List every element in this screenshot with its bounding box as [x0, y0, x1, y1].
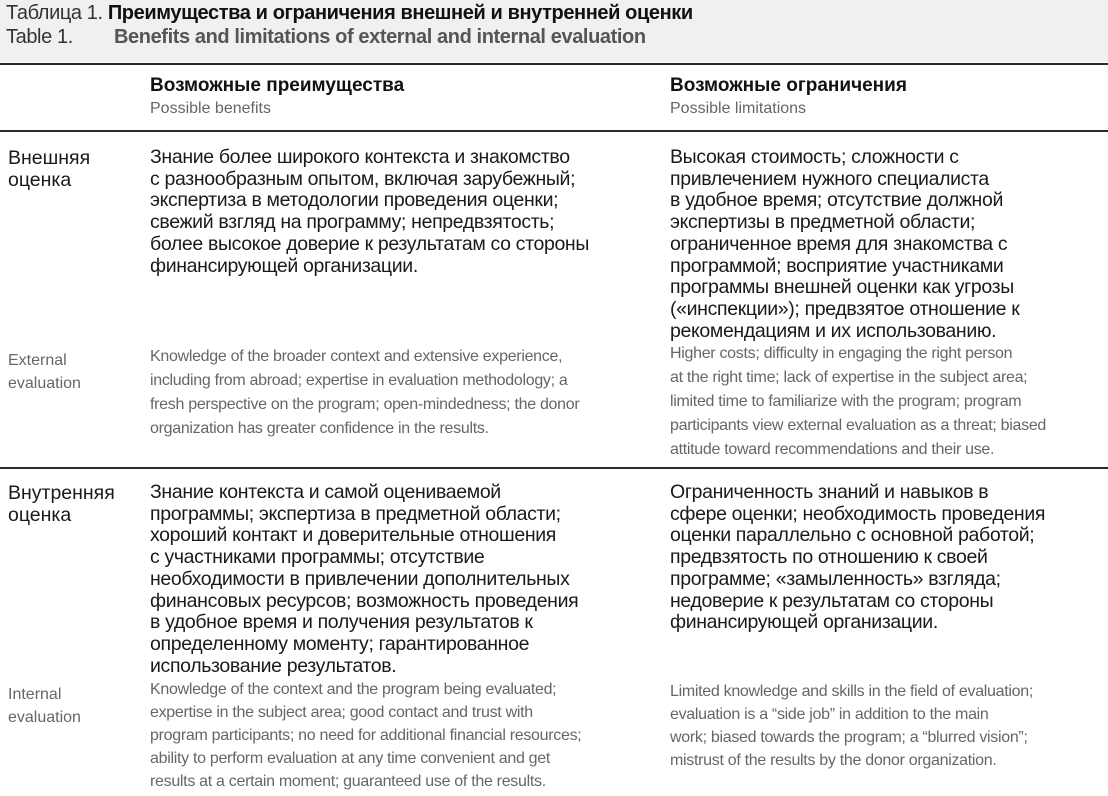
text-line: fresh perspective on the program; open-m…: [150, 396, 580, 413]
divider: [0, 130, 1108, 132]
text-line: evaluation: [8, 375, 81, 392]
text-line: оценки параллельно с основной работой;: [670, 524, 1035, 547]
header-benefits-en: Possible benefits: [150, 100, 271, 117]
caption-ru-label: Таблица 1.: [6, 2, 108, 24]
text-line: программе; «замыленность» взгляда;: [670, 567, 1001, 590]
text-line: финансирующей организации.: [150, 254, 418, 277]
text-line: evaluation is a “side job” in addition t…: [670, 706, 989, 723]
limitations-ru: Ограниченность знаний и навыков в сфере о…: [670, 481, 1046, 634]
text-line: в удобное время; отсутствие должной: [670, 189, 1004, 212]
caption-ru: Таблица 1. Преимущества и ограничения вн…: [6, 2, 693, 25]
text-line: Internal: [8, 686, 62, 703]
text-line: Higher costs; difficulty in engaging the…: [670, 345, 1013, 362]
row-label-en: External evaluation: [8, 349, 81, 395]
text-line: including from abroad; expertise in eval…: [150, 372, 568, 389]
text-line: привлечением нужного специалиста: [670, 167, 989, 190]
text-line: более высокое доверие к результатам со с…: [150, 232, 590, 255]
text-line: organization has greater confidence in t…: [150, 420, 489, 437]
text-line: программой; восприятие участниками: [670, 254, 1004, 277]
text-line: программы внешней оценки как угрозы: [670, 276, 1014, 299]
text-line: Limited knowledge and skills in the fiel…: [670, 683, 1033, 700]
header-limitations-en: Possible limitations: [670, 100, 807, 117]
text-line: использование результатов.: [150, 654, 397, 677]
text-line: с участниками программы; отсутствие: [150, 546, 485, 569]
row-label-ru: Внутренняя оценка: [8, 482, 115, 526]
text-line: participants view external evaluation as…: [670, 417, 1047, 434]
text-line: предвзятость по отношению к своей: [670, 546, 988, 569]
text-line: mistrust of the results by the donor org…: [670, 752, 997, 769]
benefits-ru: Знание контекста и самой оцениваемой прог…: [150, 481, 579, 677]
text-line: в удобное время и получения результатов …: [150, 611, 533, 634]
divider: [0, 63, 1108, 65]
text-line: экспертиза в методологии проведения оцен…: [150, 189, 559, 212]
text-line: Ограниченность знаний и навыков в: [670, 481, 989, 503]
text-line: рекомендациям и их использованию.: [670, 319, 997, 342]
row-label-en: Internal evaluation: [8, 683, 81, 729]
text-line: программы; экспертиза в предметной облас…: [150, 502, 561, 525]
header-limitations-ru: Возможные ограничения: [670, 75, 907, 96]
text-line: Knowledge of the broader context and ext…: [150, 348, 563, 365]
header-benefits-ru: Возможные преимущества: [150, 75, 405, 96]
table-caption: Таблица 1. Преимущества и ограничения вн…: [0, 0, 1108, 62]
caption-en-title: Benefits and limitations of external and…: [114, 26, 646, 48]
caption-ru-title: Преимущества и ограничения внешней и вну…: [107, 2, 693, 24]
text-line: финансирующей организации.: [670, 611, 938, 634]
text-line: Высокая стоимость; сложности с: [670, 146, 959, 168]
limitations-en: Limited knowledge and skills in the fiel…: [670, 680, 1033, 772]
text-line: Внешняя: [8, 147, 91, 169]
text-line: с разнообразным опытом, включая зарубежн…: [150, 167, 576, 190]
text-line: Внутренняя: [8, 482, 115, 504]
text-line: недоверие к результатам со стороны: [670, 589, 994, 612]
text-line: program participants; no need for additi…: [150, 727, 582, 744]
row-label-ru: Внешняя оценка: [8, 147, 90, 191]
text-line: оценка: [8, 504, 72, 526]
text-line: свежий взгляд на программу; непредвзятос…: [150, 211, 555, 234]
text-line: определенному моменту; гарантированное: [150, 632, 530, 655]
text-line: ограниченное время для знакомства с: [670, 232, 1008, 255]
caption-en: Table 1. Benefits and limitations of exte…: [6, 26, 646, 49]
text-line: expertise in the subject area; good cont…: [150, 704, 533, 721]
benefits-en: Knowledge of the broader context and ext…: [150, 345, 580, 441]
text-line: Знание более широкого контекста и знаком…: [150, 146, 570, 168]
text-line: Знание контекста и самой оцениваемой: [150, 481, 501, 503]
text-line: экспертизы в предметной области;: [670, 211, 976, 234]
text-line: work; biased towards the program; a “blu…: [670, 729, 1028, 746]
text-line: Knowledge of the context and the program…: [150, 681, 557, 698]
text-line: attitude toward recommendations and thei…: [670, 441, 995, 458]
benefits-en: Knowledge of the context and the program…: [150, 678, 582, 793]
divider: [0, 467, 1108, 469]
text-line: («инспекции»); предвзятое отношение к: [670, 297, 1020, 320]
limitations-en: Higher costs; difficulty in engaging the…: [670, 342, 1046, 462]
text-line: необходимости в привлечении дополнительн…: [150, 567, 570, 590]
text-line: External: [8, 352, 67, 369]
text-line: at the right time; lack of expertise in …: [670, 369, 1028, 386]
text-line: evaluation: [8, 709, 81, 726]
benefits-ru: Знание более широкого контекста и знаком…: [150, 146, 590, 277]
text-line: оценка: [8, 169, 72, 191]
text-line: results at a certain moment; guaranteed …: [150, 773, 546, 790]
text-line: ability to perform evaluation at any tim…: [150, 750, 551, 767]
text-line: хороший контакт и доверительные отношени…: [150, 524, 557, 547]
text-line: limited time to familiarize with the pro…: [670, 393, 1022, 410]
caption-en-label: Table 1.: [6, 26, 73, 48]
text-line: финансовых ресурсов; возможность проведе…: [150, 589, 579, 612]
limitations-ru: Высокая стоимость; сложности с привлечени…: [670, 146, 1020, 342]
text-line: сфере оценки; необходимость проведения: [670, 502, 1046, 525]
